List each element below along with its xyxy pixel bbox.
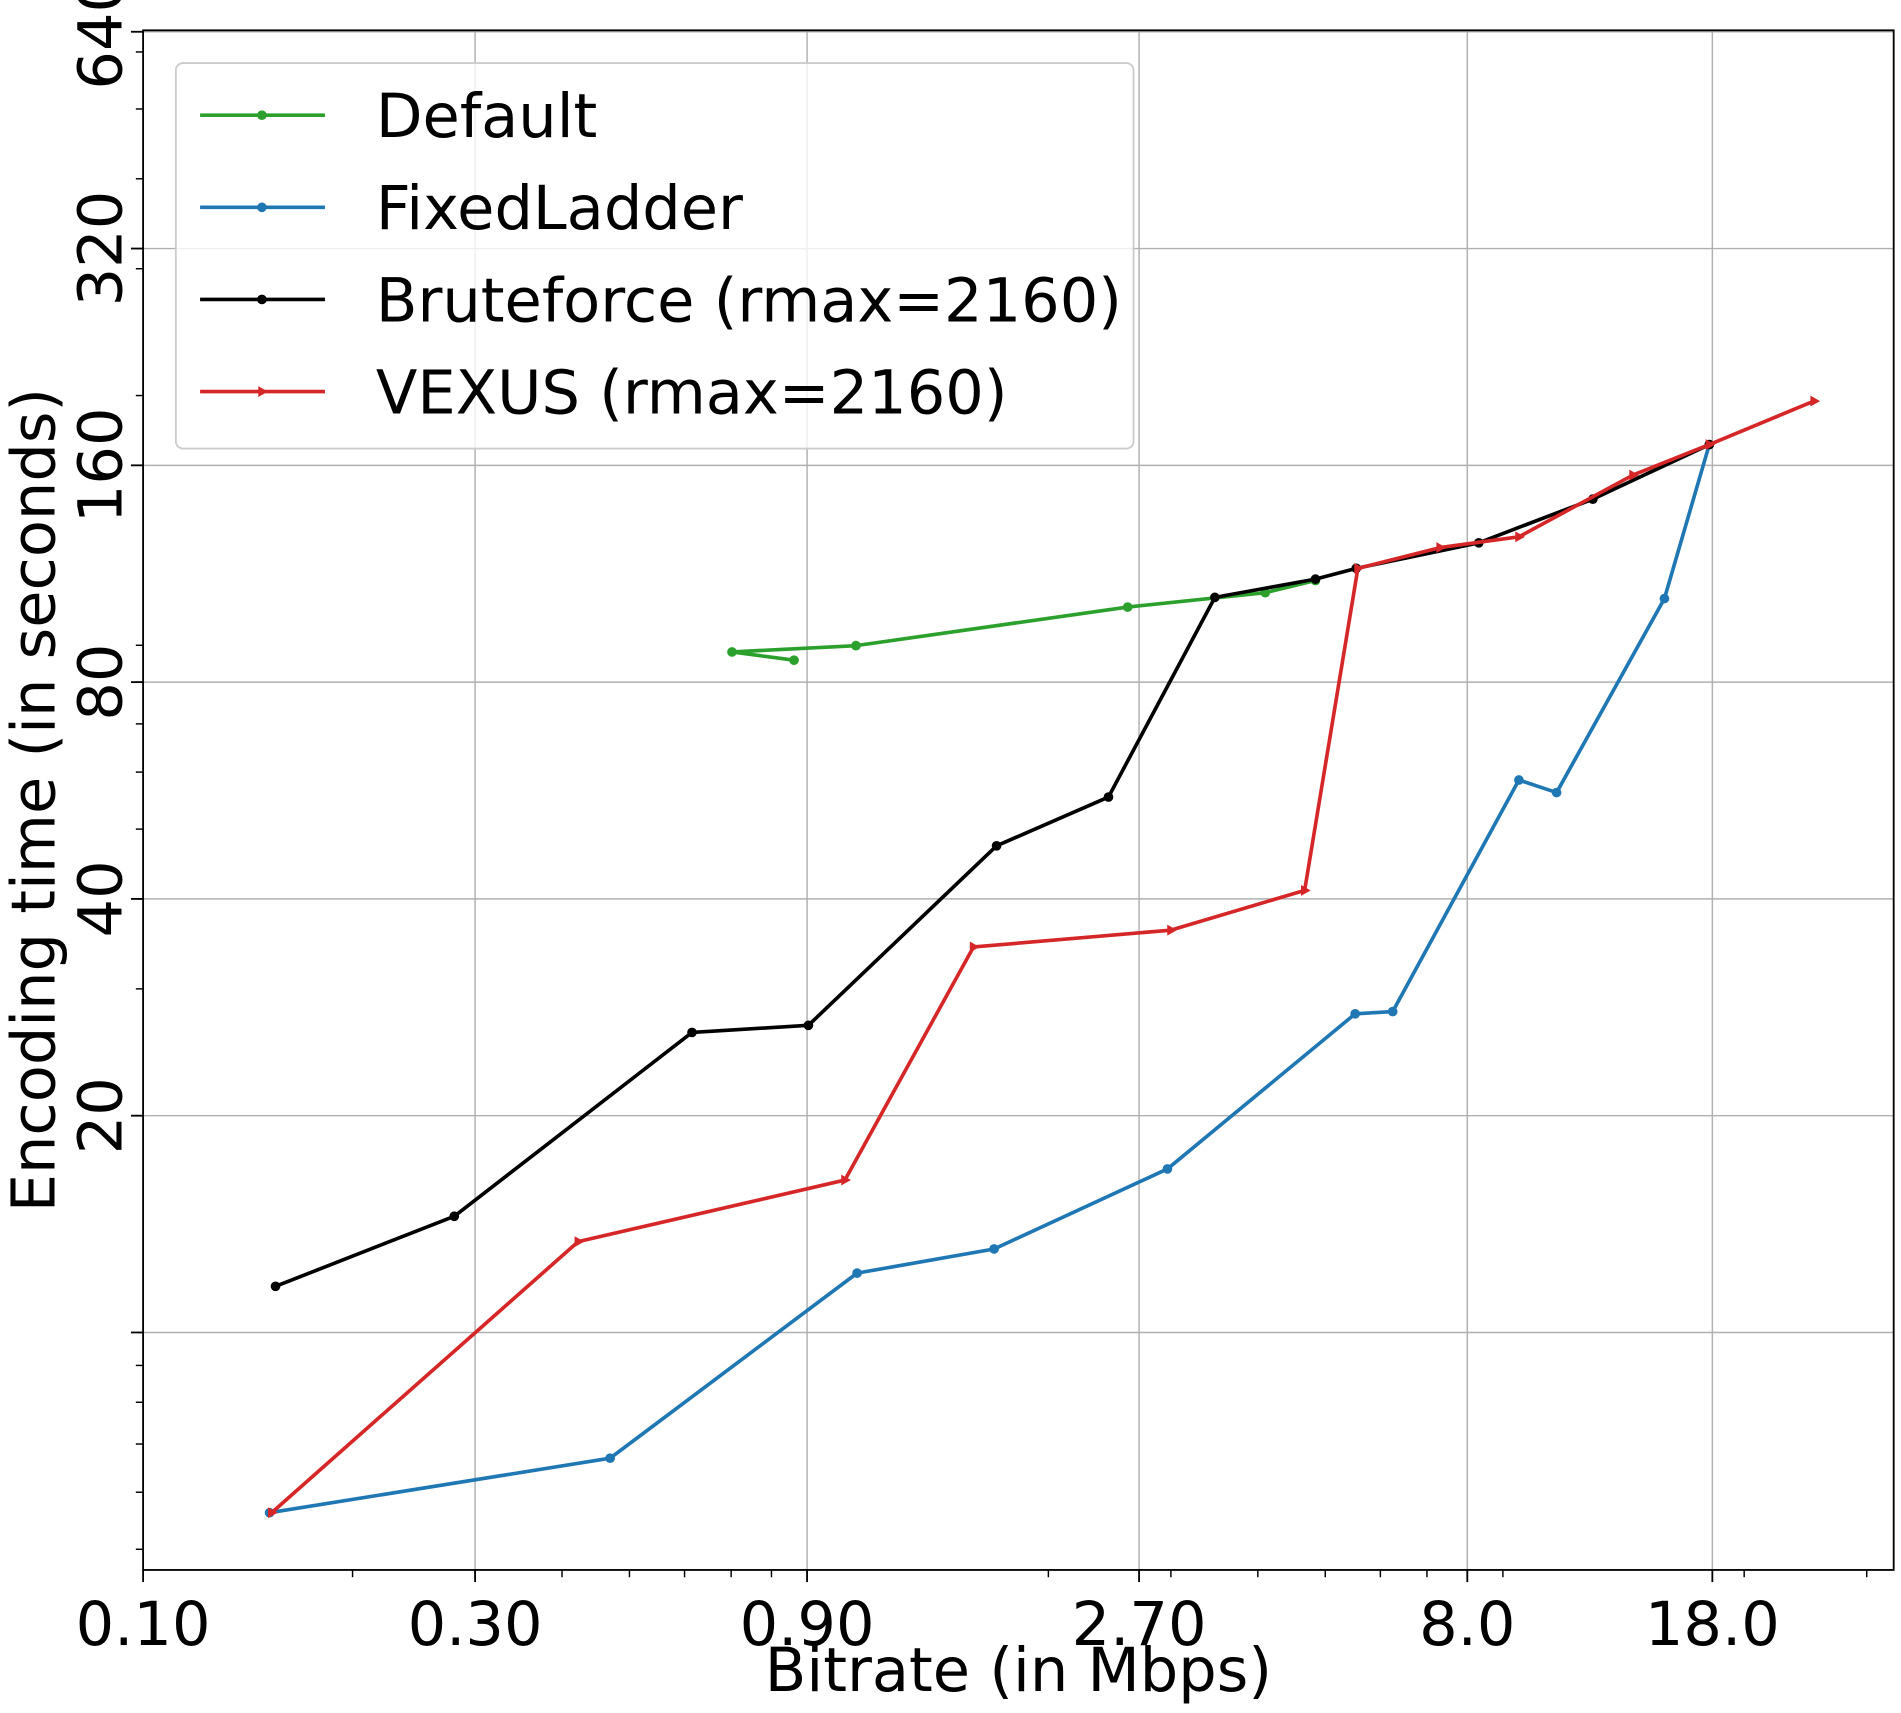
legend-marker <box>258 386 268 398</box>
marker <box>851 640 861 651</box>
marker <box>1810 395 1821 407</box>
marker <box>574 1236 585 1248</box>
y-tick-label: 320 <box>66 191 136 307</box>
y-tick-label: 640 <box>66 0 136 90</box>
legend-label: VEXUS (rmax=2160) <box>376 358 1008 428</box>
marker <box>1350 1008 1361 1019</box>
marker <box>841 1174 851 1186</box>
legend-label: Default <box>376 82 597 152</box>
marker <box>989 1244 999 1254</box>
marker <box>1167 924 1177 936</box>
x-tick-label: 18.0 <box>1645 1590 1780 1660</box>
marker <box>270 1281 281 1292</box>
legend-marker <box>257 110 267 121</box>
marker <box>727 647 737 657</box>
marker <box>1300 884 1311 896</box>
legend-label: FixedLadder <box>376 174 743 244</box>
y-axis-label: Encoding time (in seconds) <box>0 388 70 1212</box>
marker <box>1162 1164 1173 1174</box>
legend-label: Bruteforce (rmax=2160) <box>376 266 1122 336</box>
x-tick-label: 2.70 <box>1072 1590 1207 1660</box>
series-line <box>269 444 1712 1515</box>
marker <box>1659 593 1670 604</box>
marker <box>1551 787 1562 798</box>
y-tick-label: 160 <box>66 407 136 523</box>
marker <box>1514 775 1524 785</box>
marker <box>1629 469 1639 481</box>
marker <box>1705 439 1716 450</box>
legend-marker <box>257 202 267 213</box>
marker <box>969 941 980 953</box>
x-tick-label: 8.0 <box>1419 1590 1515 1660</box>
x-axis-label: Bitrate (in Mbps) <box>765 1636 1272 1706</box>
marker <box>1436 542 1447 554</box>
marker <box>449 1211 460 1222</box>
marker <box>1310 574 1321 584</box>
marker <box>789 655 799 666</box>
marker <box>1122 602 1133 612</box>
marker <box>1387 1006 1398 1017</box>
marker <box>687 1027 697 1038</box>
legend-marker <box>257 294 267 305</box>
marker <box>605 1453 615 1464</box>
marker <box>267 1507 278 1519</box>
y-tick-label: 40 <box>66 860 136 937</box>
series-line <box>730 578 1316 663</box>
x-tick-label: 0.10 <box>76 1590 211 1660</box>
marker <box>1354 562 1364 574</box>
x-tick-label: 0.30 <box>408 1590 543 1660</box>
marker <box>852 1268 862 1278</box>
marker <box>803 1020 814 1031</box>
series-line <box>270 399 1815 1515</box>
marker <box>991 840 1002 851</box>
legend: Default FixedLadder Bruteforce (rmax=2160)… <box>174 62 1135 450</box>
y-tick-label: 20 <box>66 1077 136 1154</box>
y-tick-label: 80 <box>66 644 136 721</box>
legend-box <box>174 62 1135 450</box>
series-line <box>274 442 1711 1289</box>
marker <box>1210 592 1220 603</box>
marker <box>1515 531 1525 543</box>
plot-frame <box>142 29 1895 1571</box>
marker <box>1103 792 1114 802</box>
x-tick-label: 0.90 <box>740 1590 875 1660</box>
